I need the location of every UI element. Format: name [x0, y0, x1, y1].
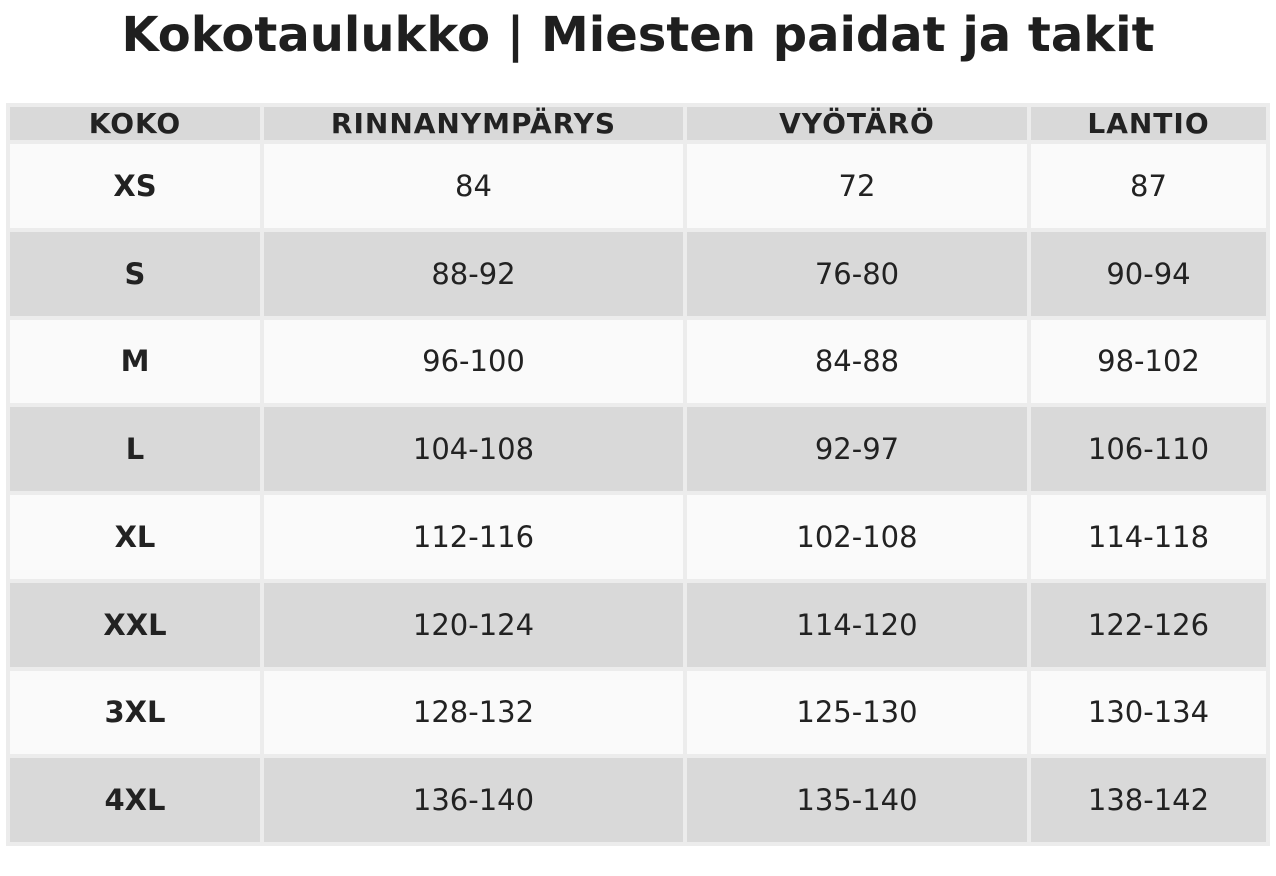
hip-cell: 122-126: [1031, 582, 1266, 667]
hip-cell: 98-102: [1031, 319, 1266, 404]
size-cell: XXL: [10, 582, 260, 667]
waist-cell: 84-88: [687, 319, 1027, 404]
table-row: XL 112-116 102-108 114-118: [10, 495, 1266, 579]
table-row: XXL 120-124 114-120 122-126: [10, 582, 1266, 667]
size-cell: XS: [10, 144, 260, 228]
hip-cell: 87: [1031, 144, 1266, 228]
chest-cell: 104-108: [264, 407, 683, 491]
table-row: S 88-92 76-80 90-94: [10, 231, 1266, 316]
table-row: L 104-108 92-97 106-110: [10, 407, 1266, 491]
waist-cell: 125-130: [687, 670, 1027, 755]
chest-cell: 128-132: [264, 670, 683, 755]
hip-cell: 130-134: [1031, 670, 1266, 755]
waist-cell: 102-108: [687, 495, 1027, 579]
size-chart-table: KOKO RINNANYMPÄRYS VYÖTÄRÖ LANTIO XS 84 …: [6, 103, 1270, 846]
table-row: 3XL 128-132 125-130 130-134: [10, 670, 1266, 755]
chest-cell: 112-116: [264, 495, 683, 579]
waist-cell: 76-80: [687, 231, 1027, 316]
waist-cell: 92-97: [687, 407, 1027, 491]
hip-cell: 106-110: [1031, 407, 1266, 491]
chest-cell: 136-140: [264, 758, 683, 842]
header-chest: RINNANYMPÄRYS: [264, 107, 683, 140]
waist-cell: 135-140: [687, 758, 1027, 842]
header-waist: VYÖTÄRÖ: [687, 107, 1027, 140]
table-row: M 96-100 84-88 98-102: [10, 319, 1266, 404]
size-cell: L: [10, 407, 260, 491]
hip-cell: 114-118: [1031, 495, 1266, 579]
header-size: KOKO: [10, 107, 260, 140]
size-cell: S: [10, 231, 260, 316]
table-row: XS 84 72 87: [10, 144, 1266, 228]
page-title: Kokotaulukko | Miesten paidat ja takit: [121, 7, 1155, 63]
chest-cell: 120-124: [264, 582, 683, 667]
size-cell: M: [10, 319, 260, 404]
size-cell: XL: [10, 495, 260, 579]
size-cell: 3XL: [10, 670, 260, 755]
size-cell: 4XL: [10, 758, 260, 842]
table-row: 4XL 136-140 135-140 138-142: [10, 758, 1266, 842]
hip-cell: 138-142: [1031, 758, 1266, 842]
waist-cell: 114-120: [687, 582, 1027, 667]
chest-cell: 84: [264, 144, 683, 228]
chest-cell: 88-92: [264, 231, 683, 316]
table-header-row: KOKO RINNANYMPÄRYS VYÖTÄRÖ LANTIO: [10, 107, 1266, 140]
size-chart-table-container: KOKO RINNANYMPÄRYS VYÖTÄRÖ LANTIO XS 84 …: [6, 103, 1270, 846]
header-hip: LANTIO: [1031, 107, 1266, 140]
waist-cell: 72: [687, 144, 1027, 228]
chest-cell: 96-100: [264, 319, 683, 404]
hip-cell: 90-94: [1031, 231, 1266, 316]
